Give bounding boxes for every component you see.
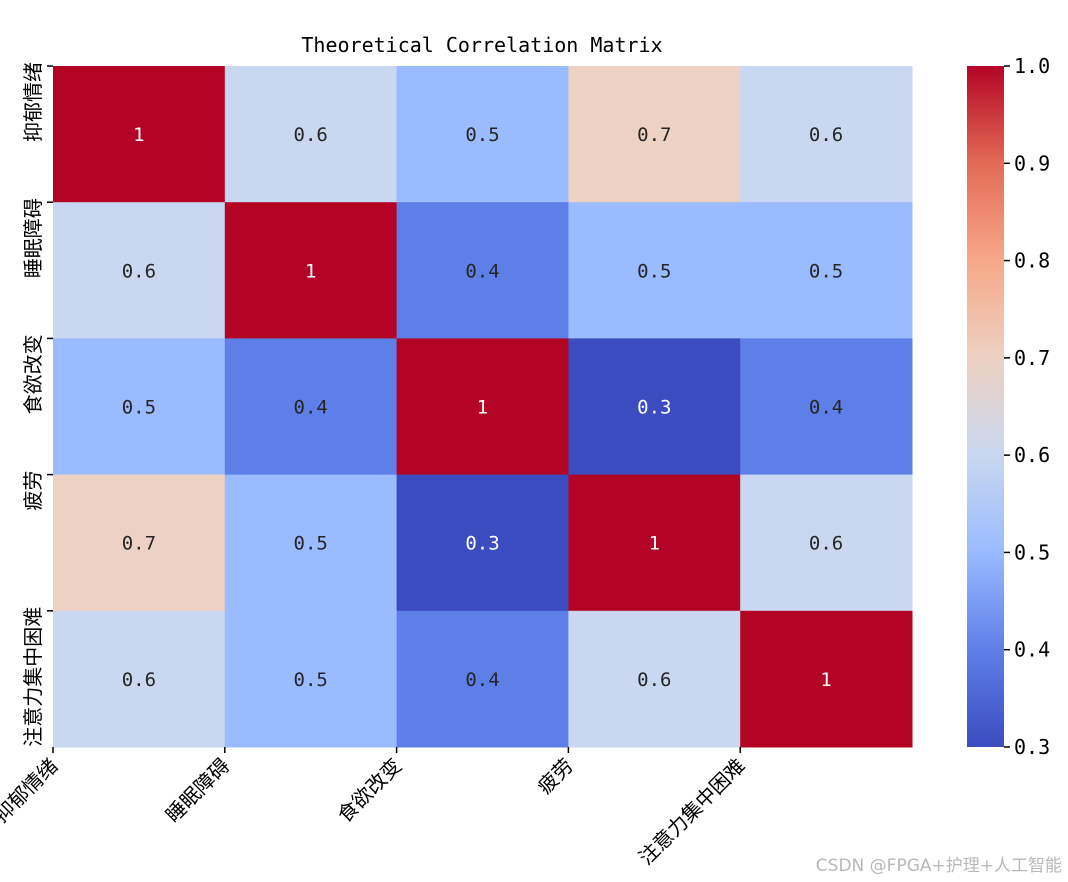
colorbar-tick-label: 0.9 bbox=[1014, 151, 1050, 175]
cell-value-label: 1 bbox=[820, 669, 831, 691]
cell-value-label: 0.5 bbox=[122, 397, 156, 419]
heatmap-cell bbox=[224, 66, 398, 203]
colorbar-tick-label: 1.0 bbox=[1014, 54, 1050, 78]
y-tick-label: 疲劳 bbox=[21, 471, 45, 511]
heatmap-cell bbox=[53, 610, 226, 748]
cell-value-label: 0.6 bbox=[809, 533, 843, 555]
heatmap-cell bbox=[568, 338, 741, 476]
cell-value-label: 0.7 bbox=[122, 533, 156, 555]
heatmap-cell bbox=[224, 338, 398, 476]
colorbar: 0.3 0.4 0.5 0.6 0.7 0.8 0.9 1.0 bbox=[967, 54, 1050, 759]
heatmap-cells bbox=[53, 66, 913, 748]
heatmap-cell bbox=[396, 66, 569, 203]
heatmap-cell bbox=[740, 610, 913, 748]
heatmap-cell bbox=[740, 66, 913, 203]
cell-value-label: 0.4 bbox=[465, 669, 499, 691]
colorbar-gradient bbox=[967, 66, 1004, 747]
heatmap-cell bbox=[53, 474, 226, 612]
colorbar-tick-label: 0.6 bbox=[1014, 443, 1050, 467]
cell-value-label: 0.4 bbox=[294, 397, 328, 419]
cell-value-label: 0.6 bbox=[637, 669, 671, 691]
heatmap-cell bbox=[396, 202, 569, 339]
heatmap-cell bbox=[568, 474, 741, 612]
cell-value-label: 0.6 bbox=[122, 260, 156, 282]
heatmap-cell bbox=[740, 202, 913, 339]
cell-value-label: 0.3 bbox=[465, 533, 499, 555]
colorbar-tick-label: 0.3 bbox=[1014, 735, 1050, 759]
heatmap-cell bbox=[568, 202, 741, 339]
x-tick-label: 注意力集中困难 bbox=[634, 754, 750, 870]
cell-value-label: 0.5 bbox=[637, 260, 671, 282]
cell-value-label: 1 bbox=[133, 124, 144, 146]
heatmap-cell bbox=[396, 610, 569, 748]
heatmap-cell bbox=[53, 338, 226, 476]
heatmap-cell bbox=[568, 66, 741, 203]
cell-value-label: 1 bbox=[477, 397, 488, 419]
heatmap-annotations: 1 0.6 0.5 0.7 0.6 0.6 1 0.4 0.5 0.5 0.5 0.4 1 0.3 0.4 0… bbox=[122, 124, 844, 691]
cell-value-label: 0.6 bbox=[809, 124, 843, 146]
colorbar-tick-label: 0.7 bbox=[1014, 346, 1050, 370]
cell-value-label: 0.5 bbox=[809, 260, 843, 282]
heatmap-cell bbox=[224, 610, 398, 748]
heatmap-cell bbox=[224, 474, 398, 612]
watermark-text: CSDN @FPGA+护理+人工智能 bbox=[815, 856, 1062, 876]
colorbar-tick-label: 0.4 bbox=[1014, 638, 1050, 662]
cell-value-label: 0.7 bbox=[637, 124, 671, 146]
chart-title: Theoretical Correlation Matrix bbox=[301, 33, 662, 57]
x-axis: 抑郁情绪 睡眠障碍 食欲改变 疲劳 注意力集中困难 bbox=[0, 747, 750, 870]
x-tick-label: 疲劳 bbox=[533, 754, 578, 799]
cell-value-label: 0.4 bbox=[465, 260, 499, 282]
cell-value-label: 0.5 bbox=[294, 533, 328, 555]
cell-value-label: 0.4 bbox=[809, 397, 843, 419]
x-tick-label: 食欲改变 bbox=[333, 754, 407, 828]
cell-value-label: 0.6 bbox=[294, 124, 328, 146]
cell-value-label: 0.5 bbox=[465, 124, 499, 146]
colorbar-tick-label: 0.5 bbox=[1014, 540, 1050, 564]
heatmap-cell bbox=[224, 202, 398, 339]
heatmap-cell bbox=[53, 202, 226, 339]
x-tick-label: 抑郁情绪 bbox=[0, 754, 63, 828]
y-tick-label: 注意力集中困难 bbox=[21, 607, 45, 747]
x-tick-label: 睡眠障碍 bbox=[161, 754, 235, 828]
colorbar-tick-label: 0.8 bbox=[1014, 249, 1050, 273]
cell-value-label: 0.6 bbox=[122, 669, 156, 691]
heatmap-cell bbox=[53, 66, 226, 203]
heatmap-cell bbox=[396, 474, 569, 612]
heatmap-cell bbox=[396, 338, 569, 476]
cell-value-label: 0.5 bbox=[294, 669, 328, 691]
y-tick-label: 抑郁情绪 bbox=[21, 62, 45, 142]
heatmap-cell bbox=[568, 610, 741, 748]
heatmap-cell bbox=[740, 338, 913, 476]
y-tick-label: 睡眠障碍 bbox=[21, 198, 45, 278]
cell-value-label: 0.3 bbox=[637, 397, 671, 419]
heatmap-cell bbox=[740, 474, 913, 612]
y-tick-label: 食欲改变 bbox=[21, 334, 45, 414]
cell-value-label: 1 bbox=[649, 533, 660, 555]
cell-value-label: 1 bbox=[305, 260, 316, 282]
